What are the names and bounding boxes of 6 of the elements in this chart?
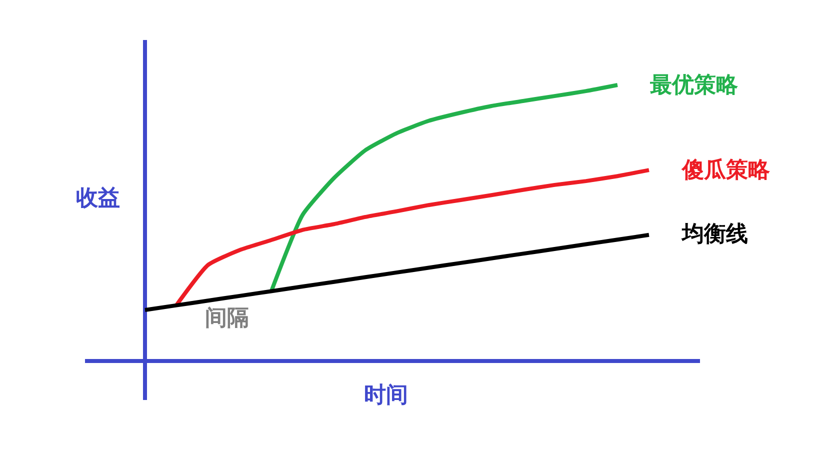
series-label: 傻瓜策略 — [681, 158, 771, 183]
series-label: 最优策略 — [649, 73, 739, 98]
annotation: 间隔 — [205, 306, 249, 331]
series-label: 均衡线 — [681, 222, 748, 247]
y-axis-title: 收益 — [76, 186, 120, 211]
x-axis-title: 时间 — [364, 383, 408, 408]
